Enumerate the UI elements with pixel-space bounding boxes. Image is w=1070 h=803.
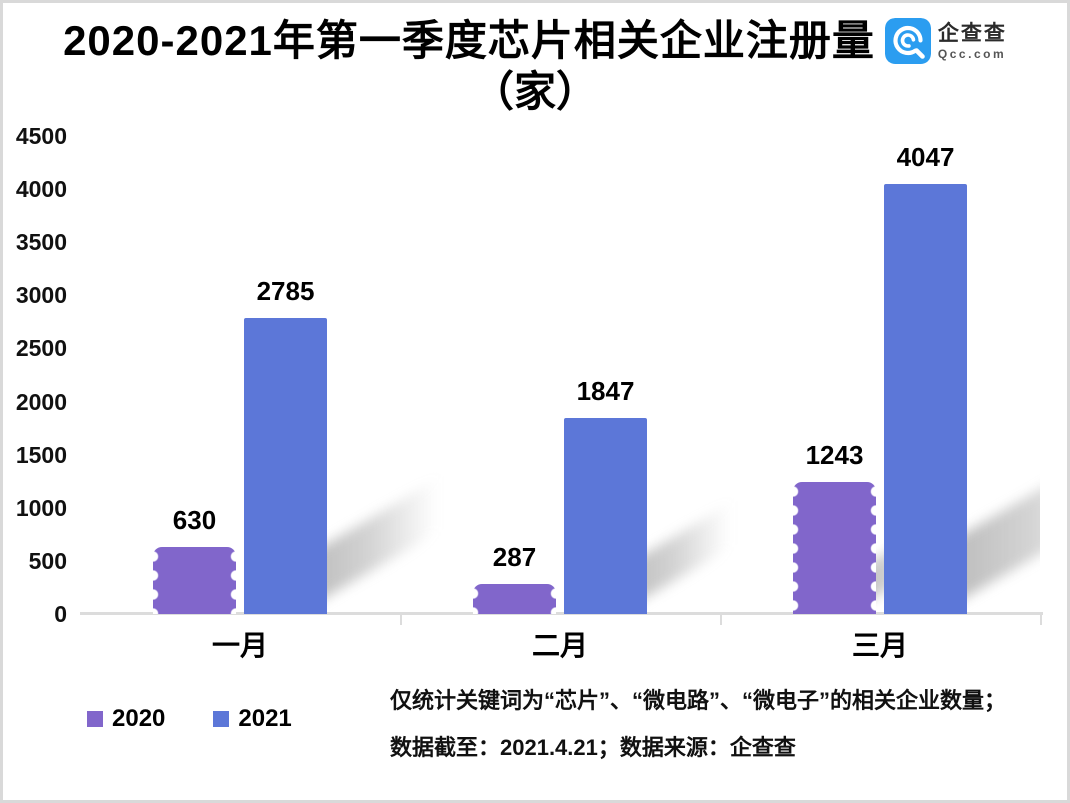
- footnote-line-1: 仅统计关键词为“芯片”、“微电路”、“微电子”的相关企业数量；: [390, 688, 1007, 713]
- y-tick-label: 2500: [15, 335, 67, 362]
- chart-title-unit: （家）: [471, 68, 598, 115]
- bar-2021-一月: [244, 318, 327, 614]
- value-label: 1847: [576, 376, 635, 406]
- value-label: 4047: [896, 142, 955, 172]
- chart-title-text: 2020-2021年第一季度芯片相关企业注册量: [63, 17, 875, 64]
- legend-item-2020: 2020: [87, 705, 165, 733]
- y-tick-label: 4000: [15, 176, 67, 203]
- qcc-logo-icon: [884, 18, 931, 64]
- legend-marker: [87, 711, 103, 727]
- category-label: 二月: [531, 630, 588, 661]
- y-axis: 0 500 1000 1500 2000 2500 3000 3500 4000 4500: [3, 3, 73, 653]
- x-axis-tick: [720, 612, 722, 625]
- y-tick-label: 2000: [15, 388, 67, 415]
- category-label: 三月: [851, 630, 908, 661]
- x-axis-line: [80, 612, 1043, 615]
- bar-2020-二月: [473, 584, 556, 614]
- y-tick-label: 3500: [15, 229, 67, 256]
- value-label: 287: [492, 542, 537, 572]
- footnote: 仅统计关键词为“芯片”、“微电路”、“微电子”的相关企业数量； 数据截至：202…: [390, 686, 1006, 780]
- legend-label: 2021: [238, 705, 292, 732]
- x-axis-tick: [1040, 612, 1042, 625]
- legend-label: 2020: [112, 705, 166, 732]
- footnote-line-2: 数据截至：2021.4.21；数据来源：企查查: [390, 735, 796, 760]
- bar-2021-三月: [884, 184, 967, 614]
- y-tick-label: 4500: [15, 123, 67, 149]
- qcc-logo: 企查查 Qcc.com: [884, 18, 1007, 64]
- legend: 2020 2021: [87, 705, 292, 733]
- bar-2020-一月: [153, 547, 236, 614]
- bar-2020-三月: [793, 482, 876, 614]
- y-tick-label: 0: [54, 601, 67, 627]
- plot-area: 630 2785 287 1847 1243 4047: [80, 136, 1040, 614]
- legend-marker: [213, 711, 230, 727]
- y-tick-label: 1500: [15, 441, 67, 468]
- category-label: 一月: [211, 630, 268, 661]
- y-tick-label: 1000: [15, 494, 67, 521]
- y-tick-label: 500: [28, 547, 67, 574]
- value-label: 2785: [256, 276, 315, 306]
- value-label: 630: [172, 505, 217, 535]
- y-tick-label: 3000: [15, 282, 67, 309]
- x-axis-tick: [400, 612, 402, 625]
- legend-item-2021: 2021: [213, 705, 292, 733]
- bar-2021-二月: [564, 418, 647, 614]
- value-label: 1243: [805, 440, 864, 470]
- chart-title: 2020-2021年第一季度芯片相关企业注册量 企查查 Qcc.com （家）: [3, 15, 1067, 117]
- qcc-logo-name: 企查查: [937, 21, 1007, 45]
- qcc-logo-domain: Qcc.com: [937, 46, 1007, 61]
